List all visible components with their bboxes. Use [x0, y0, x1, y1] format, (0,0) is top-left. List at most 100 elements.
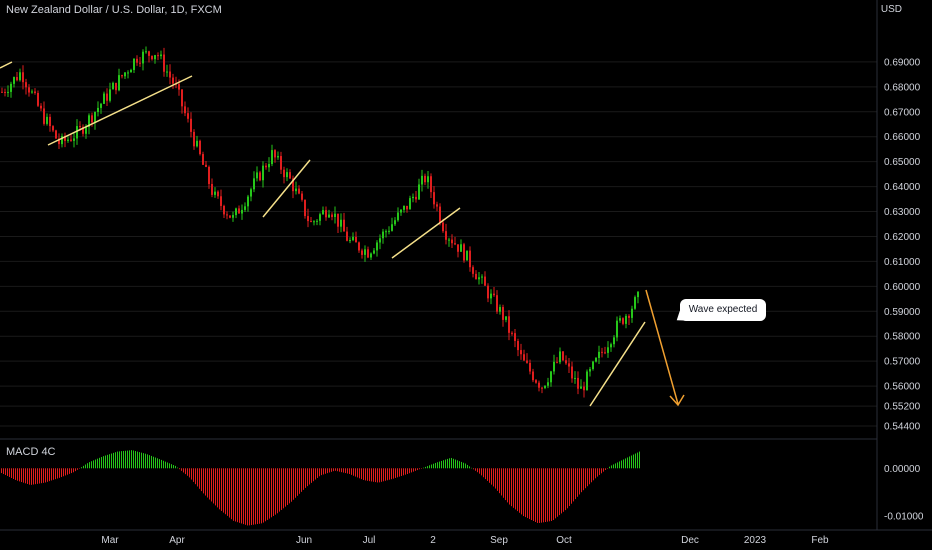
candle-body: [484, 276, 486, 286]
candle: [532, 368, 534, 383]
macd-bar: [475, 468, 476, 471]
macd-bar: [29, 468, 30, 485]
candle: [163, 47, 165, 77]
candle-body: [538, 382, 540, 388]
macd-bar: [633, 454, 634, 469]
macd-bar: [489, 468, 490, 483]
macd-bar: [557, 468, 558, 517]
candle-body: [232, 215, 234, 218]
candle-body: [124, 72, 126, 77]
candle-body: [247, 196, 249, 207]
candle: [52, 125, 54, 133]
candle-body: [463, 244, 465, 261]
macd-bar: [435, 462, 436, 469]
macd-bar: [61, 468, 62, 478]
macd-bar: [89, 462, 90, 469]
macd-bar: [103, 456, 104, 469]
candle: [478, 272, 480, 285]
macd-bar: [613, 464, 614, 469]
candle: [499, 304, 501, 315]
macd-bar: [469, 466, 470, 469]
candle: [256, 166, 258, 182]
candle: [283, 166, 285, 184]
macd-bar: [31, 468, 32, 485]
candle-body: [505, 316, 507, 320]
macd-bar: [525, 468, 526, 518]
indicator-title[interactable]: MACD 4C: [6, 446, 56, 458]
candle-body: [502, 307, 504, 320]
time-tick-label: Jul: [363, 535, 376, 546]
candle-body: [193, 131, 195, 147]
time-axis[interactable]: Mar Apr Jun Jul 2 Sep Oct Dec 2023 Feb: [101, 535, 829, 546]
expected-wave-arrow: [645, 289, 685, 407]
macd-bar: [437, 462, 438, 469]
macd-bar: [111, 453, 112, 469]
price-tick-label: 0.57000: [884, 357, 921, 368]
macd-bar: [513, 468, 514, 508]
candle-body: [451, 239, 453, 244]
macd-tick-label: 0.00000: [884, 464, 921, 475]
candle-body: [346, 231, 348, 241]
macd-bar: [305, 468, 306, 488]
candle: [592, 360, 594, 371]
macd-bar: [283, 468, 284, 509]
macd-bar: [77, 468, 78, 470]
macd-bar: [213, 468, 214, 504]
candle: [400, 209, 402, 216]
macd-bar: [601, 468, 602, 474]
price-axis[interactable]: 0.69000 0.68000 0.67000 0.66000 0.65000 0.640…: [884, 57, 921, 432]
macd-bar: [85, 464, 86, 469]
candle-body: [469, 250, 471, 268]
candle: [16, 72, 18, 82]
price-tick-label: 0.55200: [884, 402, 921, 413]
macd-bar: [371, 468, 372, 482]
macd-bar: [75, 468, 76, 472]
macd-bar: [587, 468, 588, 487]
macd-bar: [521, 468, 522, 515]
candle: [280, 151, 282, 174]
candle-body: [358, 242, 360, 251]
candle-body: [379, 238, 381, 243]
candle: [631, 305, 633, 323]
candle-body: [595, 357, 597, 362]
candle: [307, 208, 309, 228]
macd-bar: [487, 468, 488, 481]
macd-bar: [571, 468, 572, 504]
candle: [445, 223, 447, 245]
candle: [130, 68, 132, 73]
candle-body: [139, 62, 141, 64]
candle: [394, 217, 396, 226]
candle-body: [433, 192, 435, 205]
candle: [496, 290, 498, 314]
candle: [115, 82, 117, 95]
macd-bar: [115, 452, 116, 469]
macd-bar: [453, 458, 454, 469]
macd-bar: [207, 468, 208, 498]
macd-axis: 0.00000 -0.01000: [884, 464, 924, 523]
candle: [82, 124, 84, 137]
candle: [595, 356, 597, 363]
wave-expected-callout[interactable]: Wave expected: [680, 299, 766, 321]
macd-bar: [227, 468, 228, 516]
candle: [325, 206, 327, 221]
candle: [565, 355, 567, 365]
macd-bar: [539, 468, 540, 523]
candle-body: [574, 377, 576, 379]
macd-bar: [585, 468, 586, 489]
macd-bar: [55, 468, 56, 480]
macd-bar: [259, 468, 260, 524]
candle-body: [91, 115, 93, 123]
candle-body: [397, 212, 399, 221]
candle: [508, 310, 510, 341]
macd-bar: [307, 468, 308, 487]
macd-bar: [439, 461, 440, 469]
candle-body: [271, 150, 273, 165]
macd-bar: [395, 468, 396, 478]
macd-bar: [45, 468, 46, 483]
candle-body: [583, 386, 585, 391]
macd-bar: [549, 468, 550, 522]
macd-bar: [387, 468, 388, 481]
macd-bar: [151, 455, 152, 469]
candle-body: [328, 214, 330, 218]
